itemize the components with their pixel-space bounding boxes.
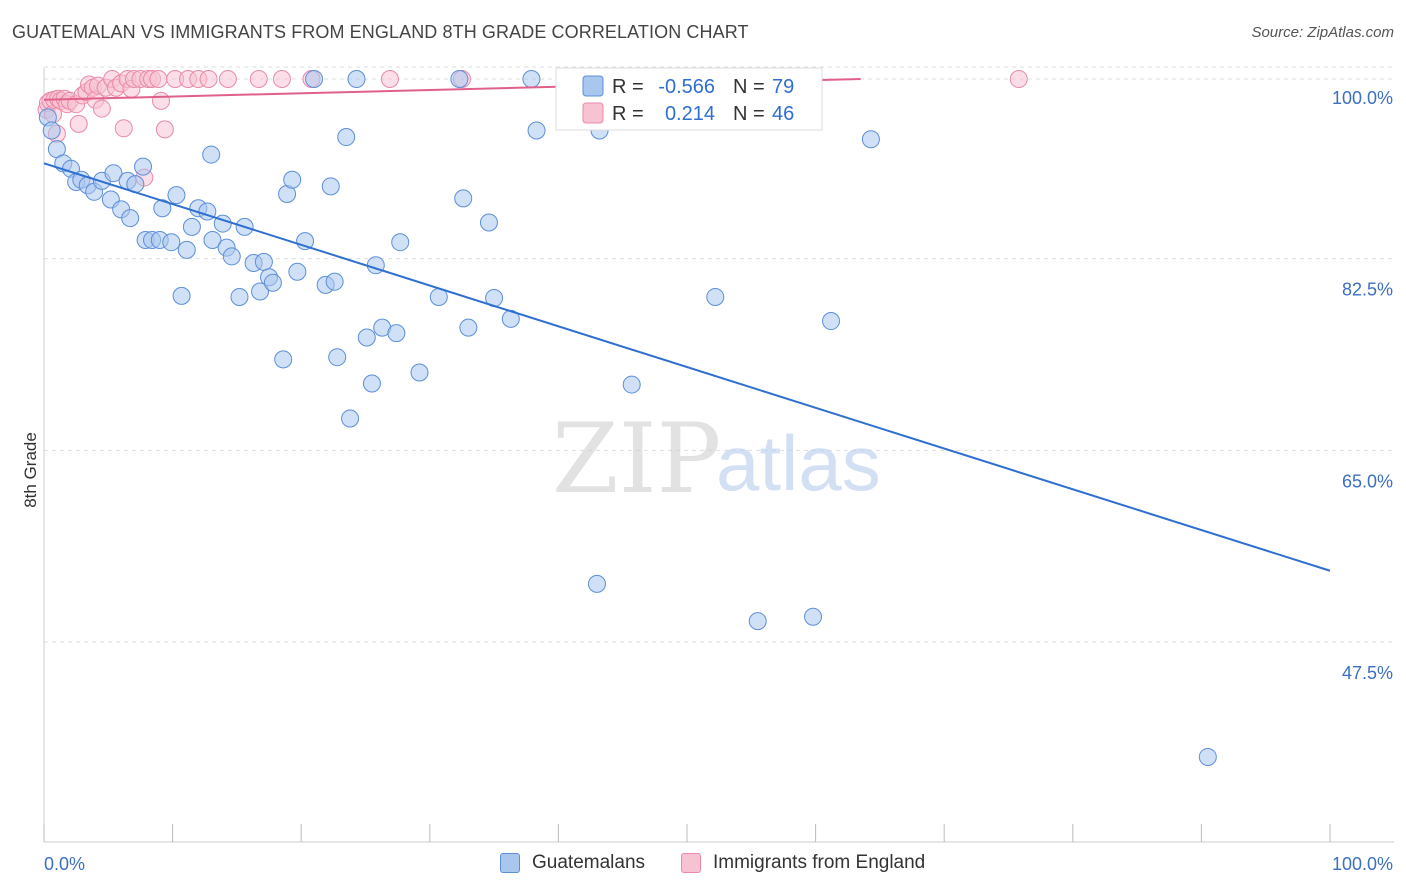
guatemalan-point xyxy=(321,177,340,196)
legend-swatch-guatemalans xyxy=(582,75,604,97)
y-tick-label: 65.0% xyxy=(1342,471,1393,491)
legend-item-guatemalans[interactable]: Guatemalans xyxy=(500,852,645,874)
legend-r-label: R = xyxy=(612,76,644,98)
guatemalan-point xyxy=(587,574,606,593)
legend-label: Guatemalans xyxy=(532,852,646,873)
trend-line-guatemalans xyxy=(43,162,1331,572)
source-label: Source: ZipAtlas.com xyxy=(1251,24,1394,41)
guatemalan-point xyxy=(822,312,841,331)
guatemalan-point xyxy=(341,409,360,428)
guatemalan-point xyxy=(283,170,302,189)
legend-swatch xyxy=(500,853,520,873)
guatemalan-point xyxy=(454,189,473,208)
guatemalan-point xyxy=(230,287,249,306)
x-tick-label: 0.0% xyxy=(44,854,85,874)
england-point xyxy=(149,70,168,88)
guatemalan-point xyxy=(172,286,191,305)
guatemalan-point xyxy=(42,121,61,140)
x-tick-label: 100.0% xyxy=(1332,854,1393,874)
england-point xyxy=(69,114,88,133)
guatemalan-point xyxy=(305,70,324,88)
y-tick-label: 47.5% xyxy=(1342,663,1393,683)
legend-r-label: R = xyxy=(612,103,644,125)
guatemalan-point xyxy=(450,70,469,88)
legend-r-value: 0.214 xyxy=(665,103,715,125)
guatemalan-point xyxy=(804,607,823,626)
guatemalan-point xyxy=(362,374,381,393)
guatemalan-point xyxy=(861,130,880,149)
guatemalan-point xyxy=(182,217,201,236)
guatemalan-point xyxy=(706,287,725,306)
guatemalan-point xyxy=(459,318,478,337)
stats-legend: R = -0.566 N = 79 R = 0.214 N = 46 xyxy=(555,67,823,131)
guatemalan-point xyxy=(347,70,366,88)
guatemalan-point xyxy=(222,247,241,266)
guatemalan-point xyxy=(479,213,498,232)
y-tick-label: 100.0% xyxy=(1332,88,1393,108)
bottom-legend: Guatemalans Immigrants from England xyxy=(0,852,1406,880)
guatemalan-point xyxy=(328,348,347,367)
guatemalan-point xyxy=(134,157,153,176)
guatemalan-point xyxy=(263,273,282,292)
england-point xyxy=(380,70,399,88)
guatemalan-point xyxy=(622,375,641,394)
x-tick-labels: 0.0% 100.0% xyxy=(44,854,1393,874)
england-point xyxy=(272,70,291,88)
guatemalan-point xyxy=(387,324,406,343)
guatemalan-point xyxy=(410,363,429,382)
guatemalan-point xyxy=(288,262,307,281)
legend-n-label: N = xyxy=(733,103,765,125)
guatemalan-point xyxy=(522,70,541,88)
legend-item-immigrants-from-england[interactable]: Immigrants from England xyxy=(681,852,925,874)
guatemalan-point xyxy=(153,199,172,218)
guatemalan-point xyxy=(274,350,293,369)
england-point xyxy=(218,70,237,88)
y-tick-label: 82.5% xyxy=(1342,280,1393,300)
legend-n-label: N = xyxy=(733,76,765,98)
england-point xyxy=(199,70,218,88)
y-axis-label: 8th Grade xyxy=(21,432,40,508)
legend-n-value: 79 xyxy=(772,76,794,98)
watermark-atlas: atlas xyxy=(716,419,881,507)
legend-swatch xyxy=(681,853,701,873)
guatemalan-point xyxy=(1198,747,1217,766)
guatemalan-point xyxy=(177,240,196,259)
guatemalan-point xyxy=(391,233,410,252)
guatemalan-point xyxy=(162,233,181,252)
guatemalan-point xyxy=(203,231,222,249)
chart-title: GUATEMALAN VS IMMIGRANTS FROM ENGLAND 8T… xyxy=(12,22,749,42)
guatemalan-point xyxy=(251,282,270,301)
england-point xyxy=(152,91,171,110)
watermark-zip: ZIP xyxy=(552,403,721,515)
guatemalan-point xyxy=(337,128,356,147)
guatemalan-point xyxy=(202,145,221,164)
legend-n-value: 46 xyxy=(772,103,794,125)
legend-label: Immigrants from England xyxy=(713,852,926,873)
guatemalan-point xyxy=(254,252,273,271)
guatemalan-point xyxy=(104,164,123,183)
axes xyxy=(43,68,1394,843)
england-point xyxy=(249,70,268,88)
england-point xyxy=(92,99,111,118)
legend-r-value: -0.566 xyxy=(658,76,715,98)
series-immigrants-from-england xyxy=(37,70,1028,187)
england-point xyxy=(114,119,133,138)
y-tick-labels: 100.0% 82.5% 65.0% 47.5% xyxy=(1332,88,1393,683)
guatemalan-point xyxy=(748,612,767,631)
grid-lines xyxy=(44,66,1394,643)
guatemalan-point xyxy=(121,209,140,228)
england-point xyxy=(1009,70,1028,88)
legend-swatch-england xyxy=(582,102,604,124)
england-point xyxy=(155,120,174,139)
guatemalan-point xyxy=(527,121,546,140)
guatemalan-point xyxy=(357,328,376,347)
guatemalan-point xyxy=(167,186,186,205)
guatemalan-point xyxy=(325,272,344,291)
